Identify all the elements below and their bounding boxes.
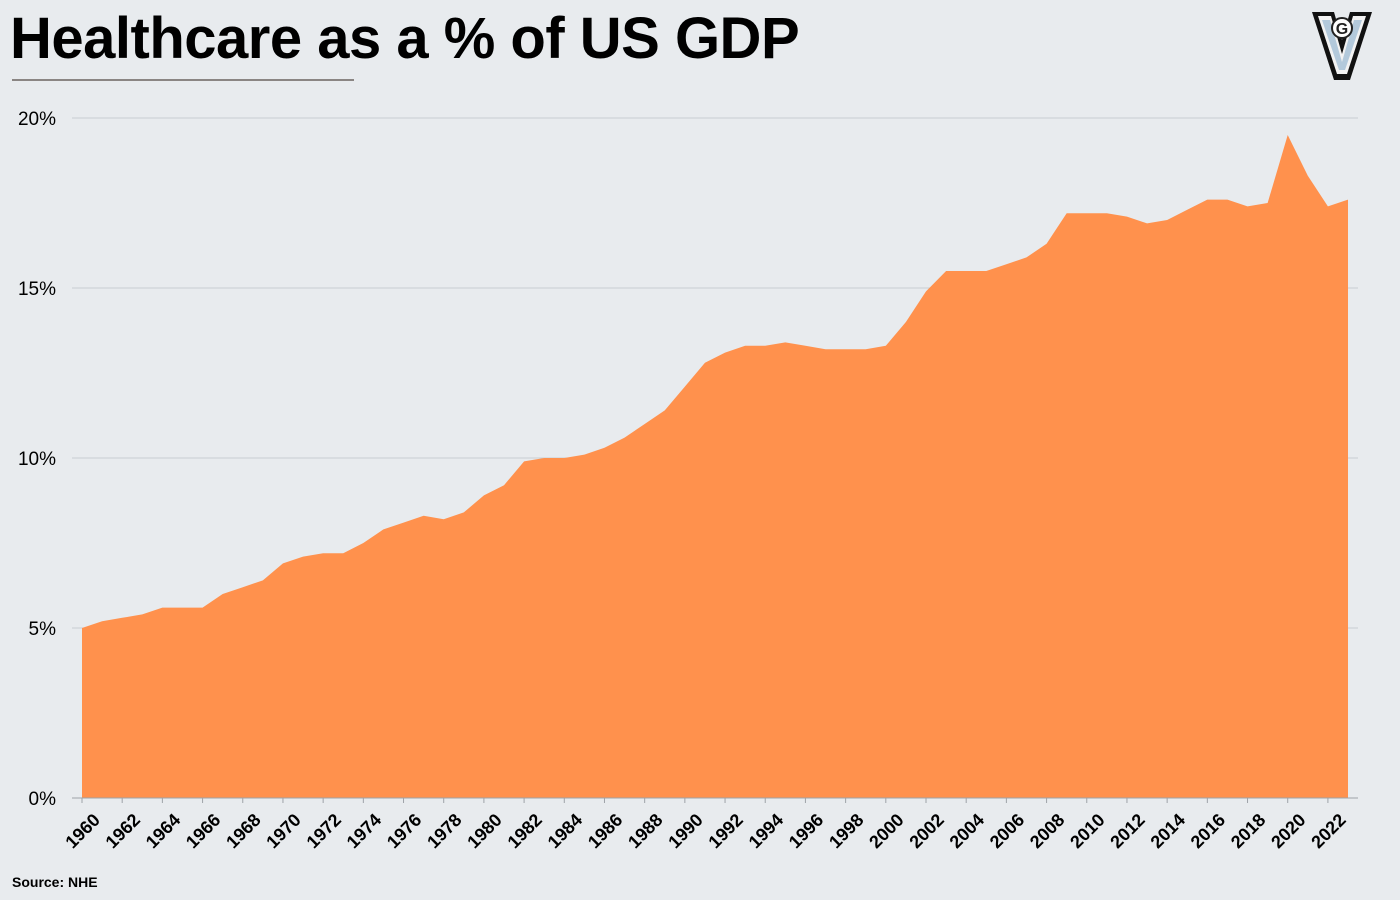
x-tick-label: 2008 [1026, 810, 1068, 852]
y-tick-label: 20% [18, 109, 56, 130]
x-tick-label: 1968 [222, 810, 264, 852]
x-tick-label: 1980 [463, 810, 505, 852]
x-tick-label: 1990 [664, 810, 706, 852]
x-tick-label: 1976 [383, 810, 425, 852]
y-axis-ticks: 0% 5% 10% 15% 20% [18, 109, 56, 810]
x-tick-label: 1960 [61, 810, 103, 852]
page-title: Healthcare as a % of US GDP [10, 6, 800, 71]
x-tick-label: 1974 [343, 810, 385, 852]
x-tick-label: 2012 [1106, 810, 1148, 852]
brand-logo: G [1310, 10, 1374, 82]
x-tick-label: 1996 [785, 810, 827, 852]
x-axis-ticks: 1960196219641966196819701972197419761978… [61, 798, 1350, 852]
y-tick-label: 0% [29, 789, 57, 810]
x-tick-label: 1988 [624, 810, 666, 852]
x-tick-label: 1994 [745, 810, 787, 852]
y-tick-label: 15% [18, 279, 56, 300]
y-tick-label: 5% [29, 619, 57, 640]
x-tick-label: 2022 [1307, 810, 1349, 852]
x-tick-label: 2010 [1066, 810, 1108, 852]
logo-v-icon: G [1312, 12, 1372, 80]
x-tick-label: 2016 [1187, 810, 1229, 852]
source-note: Source: NHE [12, 874, 98, 890]
x-tick-label: 1984 [544, 810, 586, 852]
logo-letter: G [1336, 21, 1348, 38]
x-tick-label: 1962 [102, 810, 144, 852]
x-tick-label: 2014 [1147, 810, 1189, 852]
x-tick-label: 1970 [262, 810, 304, 852]
y-tick-label: 10% [18, 449, 56, 470]
x-tick-label: 2006 [986, 810, 1028, 852]
x-tick-label: 1966 [182, 810, 224, 852]
x-tick-label: 1986 [584, 810, 626, 852]
x-tick-label: 1972 [303, 810, 345, 852]
x-tick-label: 2018 [1227, 810, 1269, 852]
x-tick-label: 2002 [905, 810, 947, 852]
x-tick-label: 1982 [504, 810, 546, 852]
x-tick-label: 1978 [423, 810, 465, 852]
x-tick-label: 1964 [142, 810, 184, 852]
x-tick-label: 2020 [1267, 810, 1309, 852]
x-tick-label: 2004 [946, 810, 988, 852]
title-underline [12, 79, 354, 81]
x-tick-label: 1998 [825, 810, 867, 852]
x-tick-label: 1992 [704, 810, 746, 852]
area-series [82, 135, 1348, 798]
x-tick-label: 2000 [865, 810, 907, 852]
